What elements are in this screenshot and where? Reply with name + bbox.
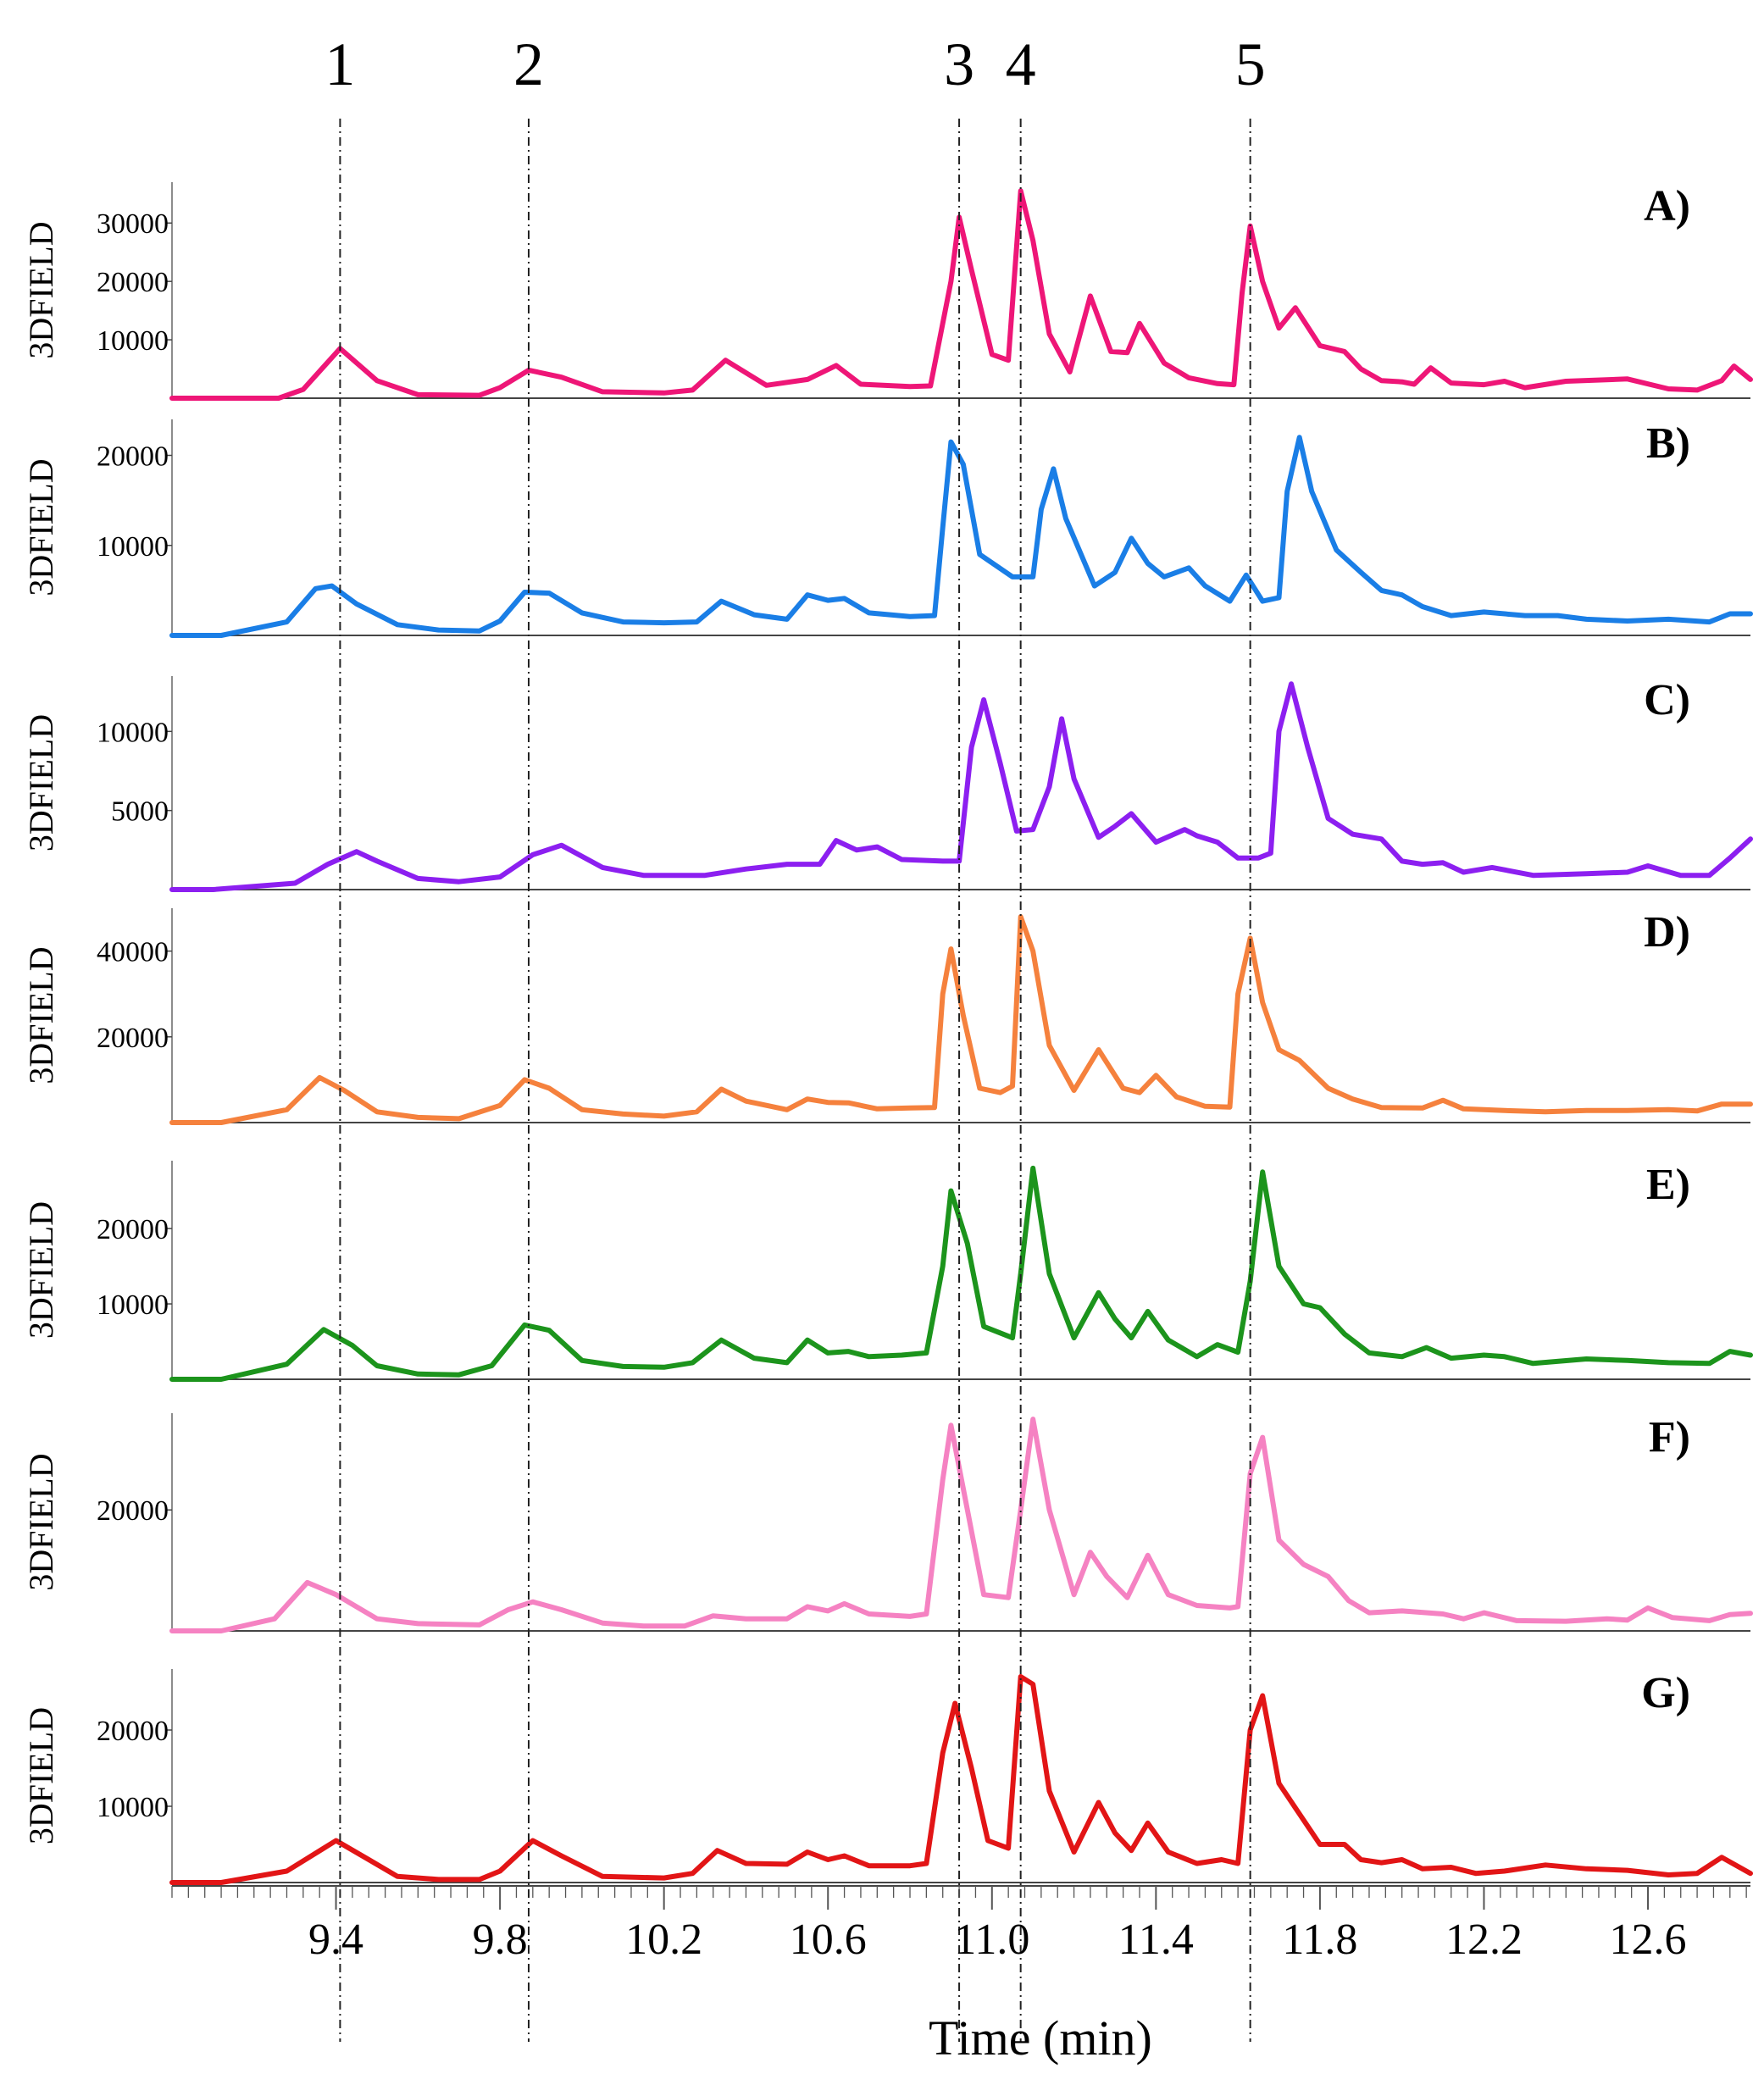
x-tick-label: 12.2: [1445, 1916, 1523, 1964]
y-axis-label: 3DFIELD: [22, 1707, 60, 1844]
y-tick-label: 10000: [97, 717, 169, 748]
x-tick-label: 9.8: [473, 1916, 528, 1964]
y-tick-label: 10000: [97, 531, 169, 563]
x-tick-label: 11.0: [954, 1916, 1029, 1964]
peak-label: 5: [1235, 30, 1266, 98]
panels: 10000 20000 30000 3DFIELD A) 10000 20000 3DFIEL…: [22, 182, 1753, 1885]
y-tick-label: 20000: [97, 441, 169, 473]
panel-label: A): [1644, 182, 1690, 230]
x-axis: 9.4 9.8 10.2 10.6 11.0 11.4 11.8 12.2 12.6: [171, 1885, 1750, 1964]
y-tick-label: 20000: [97, 1023, 169, 1054]
chromatogram-trace: [169, 681, 1753, 892]
x-axis-title: Time (min): [929, 2010, 1152, 2066]
y-axis-label: 3DFIELD: [22, 458, 60, 596]
panel-label: E): [1646, 1161, 1690, 1209]
chromatogram-trace: [169, 914, 1753, 1125]
panel-label: D): [1644, 908, 1690, 957]
y-axis-label: 3DFIELD: [22, 221, 60, 358]
y-axis-label: 3DFIELD: [22, 1453, 60, 1590]
x-tick-label: 10.6: [790, 1916, 867, 1964]
peak-label: 4: [1006, 30, 1036, 98]
y-tick-label: 5000: [111, 796, 169, 828]
panel-5: 10000 20000 3DFIELD E): [22, 1161, 1753, 1382]
x-tick-label: 12.6: [1610, 1916, 1687, 1964]
chromatogram-trace: [169, 1165, 1753, 1382]
panel-label: F): [1649, 1413, 1690, 1461]
y-tick-label: 10000: [97, 325, 169, 357]
panel-label: C): [1644, 676, 1690, 724]
y-tick-label: 10000: [97, 1289, 169, 1321]
panel-2: 10000 20000 3DFIELD B): [22, 419, 1753, 638]
panel-3: 5000 10000 3DFIELD C): [22, 676, 1753, 892]
y-tick-label: 20000: [97, 1214, 169, 1245]
peak-marker-lines: [339, 119, 1251, 2042]
panel-label: B): [1646, 419, 1690, 468]
x-tick-label: 10.2: [625, 1916, 702, 1964]
y-axis-label: 3DFIELD: [22, 946, 60, 1084]
y-tick-label: 20000: [97, 267, 169, 298]
panel-4: 20000 40000 3DFIELD D): [22, 908, 1753, 1125]
y-tick-label: 30000: [97, 208, 169, 240]
peak-label: 2: [513, 30, 544, 98]
panel-1: 10000 20000 30000 3DFIELD A): [22, 182, 1753, 401]
panel-6: 20000 3DFIELD F): [22, 1413, 1753, 1633]
x-tick-label: 11.4: [1118, 1916, 1194, 1964]
y-axis-label: 3DFIELD: [22, 714, 60, 851]
y-tick-label: 20000: [97, 1716, 169, 1747]
chromatogram-trace: [169, 435, 1753, 638]
chromatogram-trace: [169, 1417, 1753, 1633]
y-tick-label: 40000: [97, 937, 169, 968]
chromatogram-trace: [169, 188, 1753, 401]
x-tick-label: 9.4: [308, 1916, 363, 1964]
peak-label: 3: [944, 30, 974, 98]
y-axis-label: 3DFIELD: [22, 1201, 60, 1339]
y-tick-label: 10000: [97, 1792, 169, 1823]
panel-label: G): [1641, 1669, 1690, 1717]
panel-7: 10000 20000 3DFIELD G): [22, 1669, 1753, 1885]
x-tick-label: 11.8: [1282, 1916, 1357, 1964]
chromatogram-trace: [169, 1674, 1753, 1885]
peak-label: 1: [325, 30, 355, 98]
y-tick-label: 20000: [97, 1495, 169, 1527]
